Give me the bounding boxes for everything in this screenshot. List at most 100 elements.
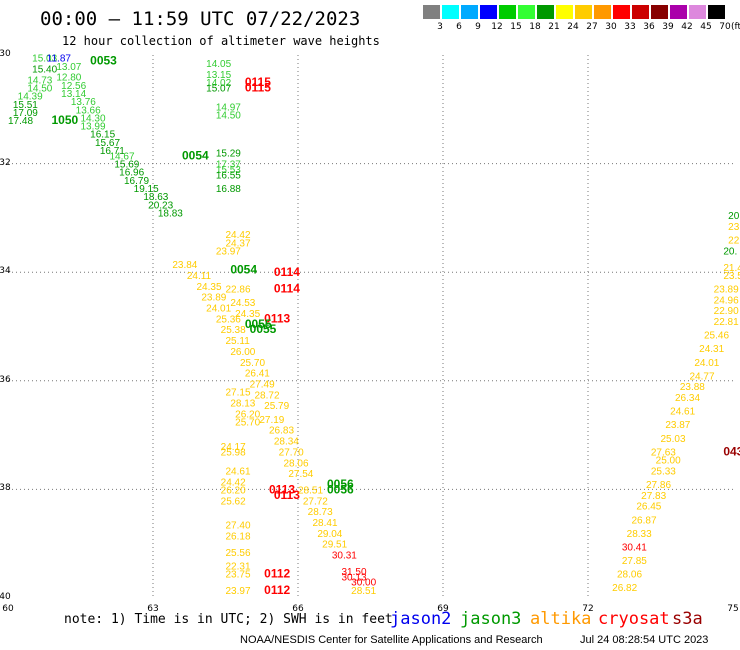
wave-height-label: 24.37 <box>226 238 251 249</box>
wave-height-label: 25.11 <box>226 336 251 347</box>
pass-time-label: 0054 <box>182 148 209 162</box>
satellite-name: s3a <box>672 609 703 629</box>
pass-time-label: 0112 <box>264 567 290 581</box>
legend-level-label: 21 <box>548 22 560 32</box>
pass-time-label: 0439 <box>723 444 740 458</box>
wave-height-label: 15.29 <box>216 149 241 160</box>
wave-height-label: 28.51 <box>298 485 323 496</box>
wave-height-label: 24.35 <box>197 282 222 293</box>
wave-height-label: 22.90 <box>714 306 739 317</box>
legend-level-label: 27 <box>586 22 598 32</box>
lat-tick-label: -32 <box>0 157 11 168</box>
wave-height-label: 17.37 <box>216 160 241 171</box>
credit-text: NOAA/NESDIS Center for Satellite Applica… <box>240 634 543 646</box>
wave-height-label: 23.89 <box>201 293 226 304</box>
legend-swatch <box>556 5 573 19</box>
wave-height-label: 25.38 <box>221 325 246 336</box>
wave-height-label: 16.15 <box>90 130 115 141</box>
legend-swatch <box>708 5 725 19</box>
legend-swatch <box>670 5 687 19</box>
wave-height-label: 24.17 <box>221 442 246 453</box>
legend-level-label: 3 <box>437 22 443 32</box>
legend-level-label: 6 <box>456 22 462 32</box>
legend-level-label: 70 <box>719 22 731 32</box>
wave-height-label: 16.96 <box>119 168 144 179</box>
wave-height-label: 28.33 <box>627 529 652 540</box>
legend-level-label: 42 <box>681 22 693 32</box>
wave-height-label: 14.05 <box>206 59 231 70</box>
pass-time-label: 0053 <box>90 53 117 67</box>
wave-height-label: 24.61 <box>670 407 695 418</box>
wave-height-label: 20. <box>723 246 737 257</box>
wave-height-label: 12.56 <box>61 81 86 92</box>
wave-height-label: 24.11 <box>187 271 212 282</box>
wave-height-label: 28.41 <box>313 518 338 529</box>
wave-height-label: 27.85 <box>622 556 647 567</box>
wave-height-label: 28.73 <box>308 507 333 518</box>
wave-height-label: 24.01 <box>206 303 231 314</box>
satellite-name: altika <box>530 609 592 629</box>
legend-level-label: 9 <box>475 22 481 32</box>
wave-height-label: 26.87 <box>632 515 657 526</box>
wave-height-label: 24.42 <box>226 230 251 241</box>
wave-height-label: 30.41 <box>622 542 647 553</box>
wave-height-label: 14.97 <box>216 103 241 114</box>
wave-height-label: 25.46 <box>704 331 729 342</box>
pass-time-label: 0113 <box>264 311 290 325</box>
legend-level-label: 12 <box>491 22 503 32</box>
timestamp-text: Jul 24 08:28:54 UTC 2023 <box>580 634 709 646</box>
wave-height-label: 26.00 <box>230 347 255 358</box>
pass-time-label: 0055 <box>245 317 272 331</box>
wave-height-label: 25.33 <box>651 466 676 477</box>
wave-height-label: 28.51 <box>351 586 376 597</box>
wave-height-label: 14.73 <box>27 75 52 86</box>
wave-height-label: 23.75 <box>226 570 251 581</box>
wave-height-label: 18.63 <box>143 192 168 203</box>
wave-height-label: 21.4 <box>723 263 740 274</box>
wave-height-label: 17.48 <box>8 116 33 127</box>
wave-height-label: 13.07 <box>56 62 81 73</box>
pass-time-label: 0054 <box>230 262 257 276</box>
wave-height-label: 23.89 <box>714 284 739 295</box>
wave-height-label: 15.53 <box>216 165 241 176</box>
wave-height-label: 23.84 <box>172 260 197 271</box>
wave-height-label: 25.03 <box>661 434 686 445</box>
wave-height-label: 14.67 <box>110 151 135 162</box>
wave-height-label: 24.53 <box>230 298 255 309</box>
wave-height-label: 19.15 <box>134 184 159 195</box>
pass-time-label: 0115 <box>245 75 271 89</box>
wave-height-label: 26.82 <box>612 583 637 594</box>
wave-height-label: 28.13 <box>230 399 255 410</box>
wave-height-label: 13.14 <box>61 89 86 100</box>
wave-height-label: 25.00 <box>656 456 681 467</box>
wave-height-label: 15.51 <box>13 100 38 111</box>
legend-swatch <box>423 5 440 19</box>
lon-tick-label: 63 <box>147 604 159 614</box>
wave-height-label: 23.88 <box>680 382 705 393</box>
wave-height-label: 15.07 <box>206 84 231 95</box>
wave-height-label: 22.86 <box>226 284 251 295</box>
wave-height-label: 27.49 <box>250 380 275 391</box>
wave-height-label: 24.01 <box>694 358 719 369</box>
wave-height-label: 14.30 <box>81 113 106 124</box>
legend-swatch <box>537 5 554 19</box>
legend-level-label: 30 <box>605 22 617 32</box>
wave-height-label: 20.23 <box>148 200 173 211</box>
wave-height-label: 29.04 <box>317 529 342 540</box>
legend-swatch <box>480 5 497 19</box>
wave-height-label: 16.71 <box>100 146 125 157</box>
wave-height-label: 26.20 <box>221 485 246 496</box>
wave-height-label: 16.79 <box>124 176 149 187</box>
legend-swatch <box>651 5 668 19</box>
legend-swatch <box>499 5 516 19</box>
wave-height-label: 24.77 <box>690 371 715 382</box>
lat-tick-label: -30 <box>0 49 11 59</box>
wave-height-label: 18.83 <box>158 208 183 219</box>
wave-height-label: 14.50 <box>216 111 241 122</box>
wave-height-label: 15.03 <box>32 54 57 65</box>
wave-height-label: 24.61 <box>226 466 251 477</box>
wave-height-label: 22 <box>728 236 740 247</box>
satellite-name: jason2 <box>390 609 452 629</box>
